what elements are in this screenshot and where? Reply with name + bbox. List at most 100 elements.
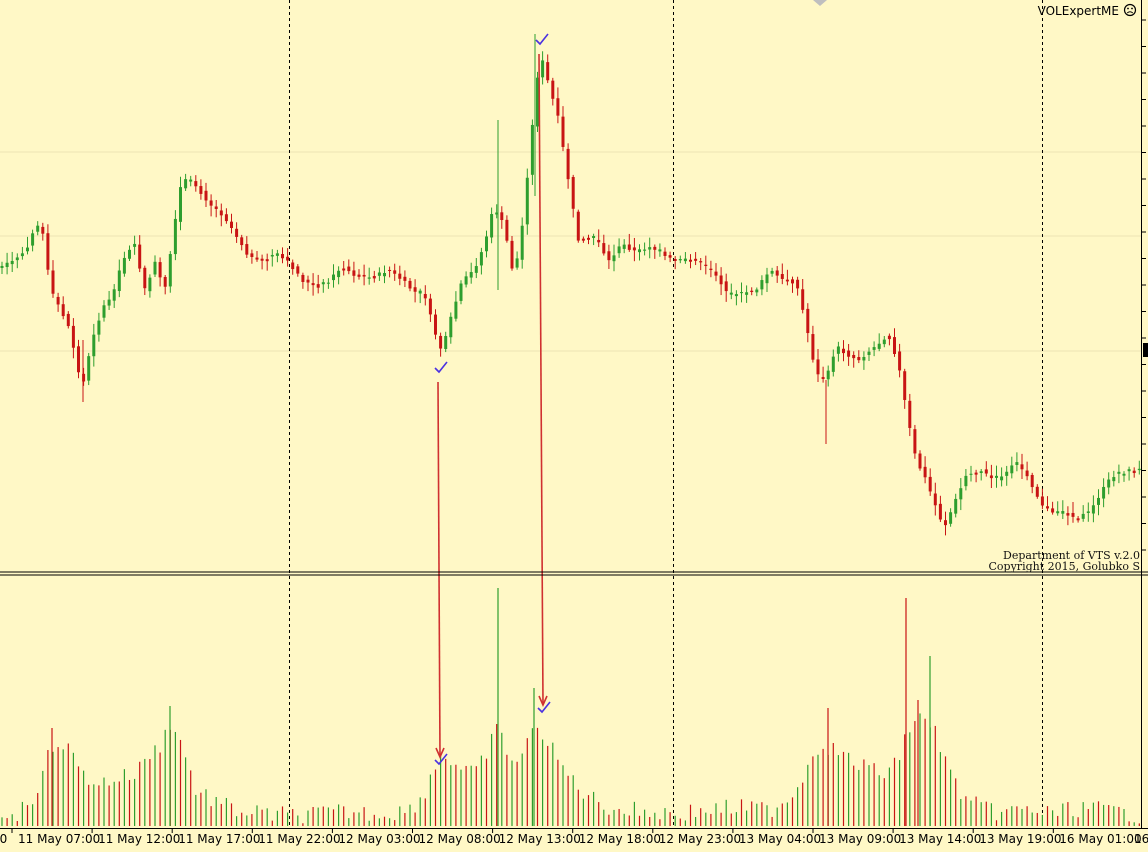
candle-body bbox=[525, 177, 529, 225]
candle-body bbox=[541, 60, 545, 78]
candle-body bbox=[1097, 497, 1100, 505]
candle-body bbox=[184, 179, 188, 189]
candle-body bbox=[423, 293, 427, 299]
candle-body bbox=[1137, 468, 1141, 471]
candle-body bbox=[357, 274, 361, 277]
candle-body bbox=[995, 475, 998, 478]
x-tick-label: 16 bbox=[1134, 832, 1148, 846]
candle-body bbox=[189, 179, 193, 182]
candle-body bbox=[959, 488, 963, 500]
candle-body bbox=[1132, 470, 1136, 474]
candle-body bbox=[1040, 496, 1044, 506]
candle-body bbox=[663, 251, 667, 256]
candle-body bbox=[903, 371, 907, 400]
candle-body bbox=[66, 313, 70, 327]
candle-body bbox=[15, 257, 19, 261]
candle-body bbox=[245, 244, 249, 255]
candle-body bbox=[699, 261, 703, 263]
candle-body bbox=[337, 270, 341, 278]
frown-face-icon[interactable] bbox=[1123, 3, 1137, 17]
candle-body bbox=[296, 266, 300, 274]
candle-body bbox=[214, 206, 218, 209]
signal-checkmarks bbox=[434, 33, 551, 766]
candle-body bbox=[867, 351, 871, 355]
candle-body bbox=[1015, 462, 1019, 465]
candle-body bbox=[163, 276, 167, 287]
candle-body bbox=[352, 270, 356, 276]
candle-body bbox=[964, 475, 968, 487]
candle-body bbox=[454, 301, 458, 319]
candle-body bbox=[240, 237, 244, 246]
candle-body bbox=[102, 305, 106, 318]
expert-name-label[interactable]: VOLExpertME bbox=[1038, 4, 1119, 18]
candle-body bbox=[1076, 518, 1080, 521]
candle-body bbox=[785, 279, 789, 282]
candle-body bbox=[1122, 473, 1126, 476]
candle-body bbox=[760, 280, 764, 290]
candle-body bbox=[301, 274, 305, 282]
candle-body bbox=[893, 337, 896, 355]
candle-body bbox=[408, 280, 412, 289]
candle-body bbox=[643, 249, 647, 251]
candle-body bbox=[949, 512, 953, 524]
candle-body bbox=[984, 469, 988, 474]
candle-body bbox=[704, 264, 708, 266]
candle-body bbox=[632, 247, 636, 251]
candle-body bbox=[852, 354, 856, 359]
candle-body bbox=[806, 308, 810, 334]
candle-body bbox=[1046, 506, 1049, 509]
candle-body bbox=[51, 270, 55, 294]
x-tick-label: 12 May 13:00 bbox=[499, 832, 581, 846]
candle-body bbox=[989, 475, 993, 479]
candle-body bbox=[546, 62, 550, 81]
candle-body bbox=[71, 325, 75, 348]
candle-body bbox=[418, 290, 422, 294]
candle-body bbox=[306, 279, 310, 283]
candle-body bbox=[413, 287, 417, 292]
candle-body bbox=[724, 281, 728, 292]
candle-body bbox=[403, 276, 407, 281]
candle-body bbox=[821, 377, 825, 379]
candle-body bbox=[342, 268, 346, 271]
candle-body bbox=[882, 339, 886, 345]
price-horizontal-levels bbox=[0, 151, 1141, 352]
candle-body bbox=[556, 98, 560, 116]
check-mark-icon bbox=[535, 33, 549, 46]
candle-body bbox=[20, 253, 24, 257]
candle-body bbox=[46, 233, 50, 270]
signal-arrow-head bbox=[435, 747, 445, 759]
x-tick-label: 12 May 08:00 bbox=[419, 832, 501, 846]
candle-body bbox=[1081, 513, 1085, 519]
candle-body bbox=[908, 400, 912, 428]
candle-body bbox=[281, 254, 284, 259]
price-scale-ticks bbox=[1141, 19, 1146, 551]
candle-body bbox=[291, 262, 295, 270]
candle-body bbox=[5, 262, 9, 268]
candle-body bbox=[592, 235, 596, 238]
scroll-marker-icon[interactable] bbox=[813, 0, 827, 6]
copyright-line-2: Copyright 2015, Golubko S bbox=[989, 560, 1140, 573]
candle-body bbox=[913, 429, 917, 454]
candle-body bbox=[1066, 513, 1070, 516]
candle-body bbox=[581, 238, 585, 241]
candle-body bbox=[536, 77, 539, 127]
candle-body bbox=[428, 298, 432, 315]
candle-body bbox=[97, 320, 101, 335]
signal-arrow-head bbox=[538, 695, 548, 707]
candle-body bbox=[1071, 512, 1075, 517]
candle-body bbox=[770, 270, 774, 274]
candle-body bbox=[944, 520, 947, 526]
candle-body bbox=[750, 290, 754, 293]
check-mark-icon bbox=[434, 361, 448, 374]
check-mark-icon bbox=[434, 753, 448, 766]
candle-body bbox=[1000, 476, 1004, 481]
candle-body bbox=[801, 289, 805, 310]
candle-body bbox=[648, 247, 652, 250]
candle-body bbox=[505, 219, 509, 241]
candle-body bbox=[133, 243, 137, 247]
candle-body bbox=[530, 124, 534, 175]
candle-body bbox=[122, 257, 126, 274]
candle-body bbox=[260, 258, 264, 261]
candle-body bbox=[831, 356, 835, 372]
candle-body bbox=[780, 274, 784, 279]
